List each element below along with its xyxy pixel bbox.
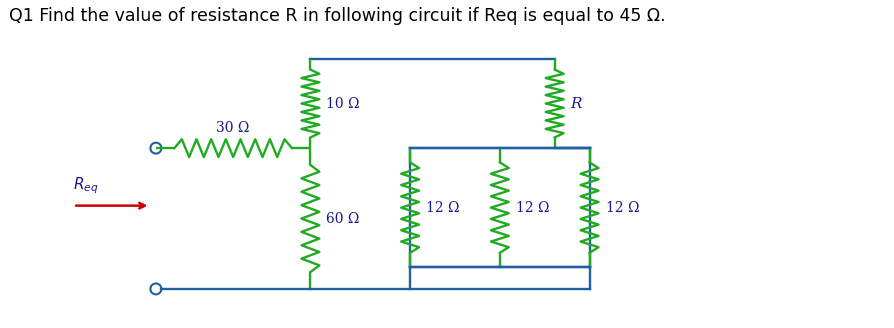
Text: Q1 Find the value of resistance R in following circuit if Req is equal to 45 Ω.: Q1 Find the value of resistance R in fol… xyxy=(9,7,665,25)
Text: 12 Ω: 12 Ω xyxy=(515,201,549,215)
Text: $R_{eq}$: $R_{eq}$ xyxy=(73,175,98,196)
Text: 12 Ω: 12 Ω xyxy=(426,201,459,215)
Text: 10 Ω: 10 Ω xyxy=(326,96,359,111)
Text: 60 Ω: 60 Ω xyxy=(326,212,359,226)
Text: R: R xyxy=(570,96,581,111)
Text: 30 Ω: 30 Ω xyxy=(216,121,249,135)
Text: 12 Ω: 12 Ω xyxy=(605,201,638,215)
